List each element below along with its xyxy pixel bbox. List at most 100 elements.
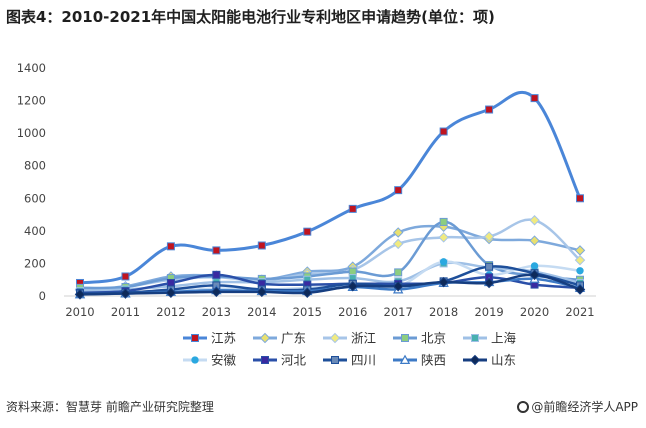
x-tick-label: 2017	[384, 305, 413, 319]
data-point	[530, 94, 539, 103]
y-tick-label: 800	[24, 159, 46, 173]
legend-label: 安徽	[211, 353, 237, 368]
data-point	[166, 242, 175, 251]
legend-item: 江苏	[183, 331, 236, 346]
legend-label: 浙江	[351, 331, 376, 346]
data-point	[166, 278, 175, 287]
y-tick-label: 200	[24, 256, 46, 270]
data-point	[576, 267, 584, 275]
brand-logo-icon	[517, 401, 530, 413]
chart-title: 图表4：2010-2021年中国太阳能电池行业专利地区申请趋势(单位：项)	[6, 8, 495, 26]
line-chart: 0 200 400 600 800 1000 1200 1400 2010 2011 2012 201…	[17, 61, 596, 368]
series-10	[74, 269, 586, 300]
data-point	[348, 204, 357, 213]
y-tick-label: 1200	[17, 94, 46, 108]
data-point	[483, 277, 495, 289]
y-tick-label: 1000	[17, 126, 46, 140]
legend-swatch-marker	[259, 332, 271, 344]
x-tick-label: 2014	[247, 305, 276, 319]
y-tick-label: 0	[39, 289, 46, 303]
data-point	[574, 254, 586, 266]
legend-label: 陕西	[421, 353, 446, 368]
legend-item: 浙江	[323, 331, 376, 346]
legend-label: 上海	[491, 331, 517, 346]
data-point	[530, 262, 539, 270]
series-line	[78, 273, 582, 294]
legend-item: 四川	[323, 353, 376, 368]
legend-swatch-marker	[261, 356, 269, 364]
data-point	[121, 272, 130, 281]
legend-item: 北京	[393, 331, 446, 346]
data-point	[574, 245, 586, 256]
data-point	[438, 276, 449, 288]
data-point	[347, 280, 358, 292]
legend-label: 四川	[351, 353, 376, 368]
data-point	[574, 284, 586, 295]
legend-swatch-marker	[331, 356, 339, 364]
brand-text: @前瞻经济学人APP	[531, 400, 638, 414]
data-point	[394, 186, 403, 195]
data-point	[257, 241, 266, 250]
legend-swatch-marker	[191, 356, 199, 364]
legend-swatch-marker	[469, 354, 481, 366]
y-tick-label: 1400	[17, 61, 46, 75]
data-point	[485, 262, 494, 271]
data-point	[392, 280, 404, 292]
series-line	[78, 265, 582, 295]
data-point	[74, 289, 86, 300]
legend-swatch-marker	[191, 334, 199, 342]
legend-label: 河北	[281, 353, 307, 368]
data-point	[303, 227, 312, 236]
data-point	[439, 258, 448, 266]
x-tick-label: 2010	[65, 305, 94, 319]
data-point	[212, 246, 221, 255]
data-point	[256, 286, 268, 298]
legend-label: 山东	[491, 353, 516, 368]
data-point	[211, 286, 222, 298]
legend-label: 江苏	[211, 331, 236, 346]
legend-item: 陕西	[393, 353, 446, 368]
series-line	[78, 90, 582, 285]
x-tick-label: 2019	[474, 305, 503, 319]
data-point	[485, 105, 494, 114]
data-point	[120, 288, 131, 299]
x-tick-label: 2020	[520, 305, 549, 319]
data-point	[302, 287, 313, 298]
legend-swatch-marker	[329, 332, 341, 344]
data-point	[529, 235, 540, 246]
data-point	[529, 215, 540, 226]
x-tick-label: 2016	[338, 305, 367, 319]
data-point	[348, 267, 357, 276]
data-point	[392, 238, 404, 250]
legend-label: 广东	[281, 331, 306, 346]
legend-item: 广东	[253, 331, 306, 346]
data-point	[165, 287, 177, 298]
data-point	[529, 269, 540, 281]
y-tick-label: 600	[24, 191, 46, 205]
data-point	[212, 270, 221, 279]
x-tick-label: 2012	[156, 305, 185, 319]
series-line	[78, 261, 582, 293]
legend-swatch-marker	[399, 354, 411, 364]
data-point	[483, 231, 495, 242]
legend-item: 上海	[463, 331, 517, 346]
x-tick-label: 2018	[429, 305, 458, 319]
data-point	[439, 127, 448, 136]
legend-label: 北京	[421, 331, 446, 346]
legend-swatch-marker	[401, 334, 409, 342]
brand-note: @前瞻经济学人APP	[517, 398, 638, 415]
x-tick-label: 2015	[293, 305, 322, 319]
x-tick-label: 2021	[565, 305, 594, 319]
series-1	[76, 90, 584, 287]
x-tick-label: 2011	[111, 305, 140, 319]
legend-item: 河北	[253, 353, 307, 368]
data-point	[576, 194, 584, 203]
legend-item: 安徽	[183, 353, 237, 368]
data-point	[438, 232, 449, 243]
data-point	[392, 227, 404, 238]
source-note: 资料来源：智慧芽 前瞻产业研究院整理	[6, 400, 214, 414]
legend-item: 山东	[463, 353, 516, 368]
legend-swatch-marker	[471, 334, 479, 342]
data-point	[439, 217, 448, 226]
y-tick-label: 400	[24, 224, 46, 238]
